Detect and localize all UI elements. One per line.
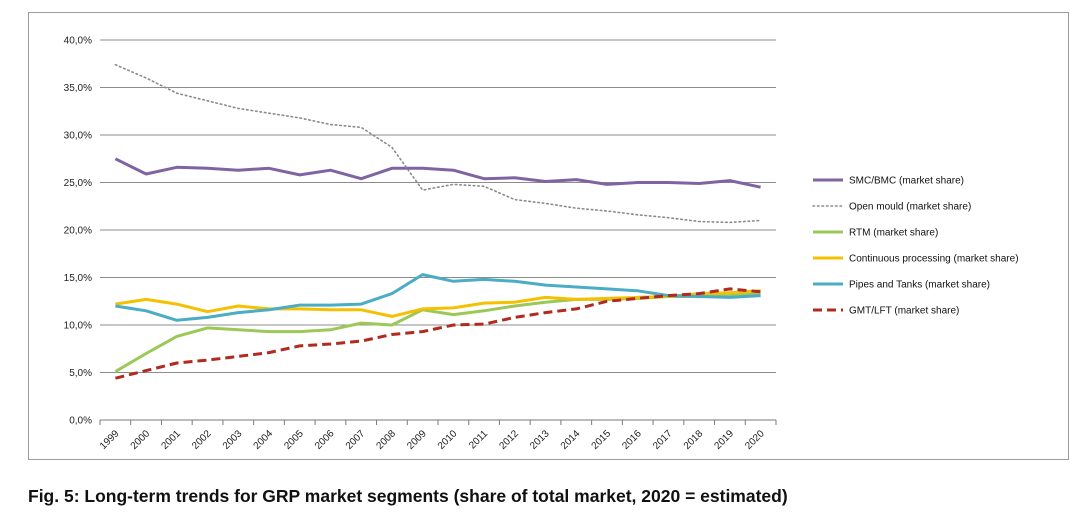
series-line-1	[114, 157, 761, 189]
x-tick-label: 2019	[713, 428, 737, 452]
chart-frame	[28, 12, 1069, 460]
x-tick-label: 2013	[528, 428, 552, 452]
x-tick-label: 2002	[190, 428, 214, 452]
legend-label: RTM (market share)	[849, 228, 938, 239]
x-tick-label: 2015	[590, 428, 614, 452]
y-tick-label: 0,0%	[69, 416, 92, 427]
x-tick-label: 2020	[743, 428, 767, 452]
series-line-6	[115, 287, 761, 380]
y-tick-label: 5,0%	[69, 368, 92, 379]
legend-label: Continuous processing (market share)	[849, 254, 1019, 265]
x-tick-label: 2012	[497, 428, 521, 452]
line-chart: 0,0% 5,0% 10,0% 15,0% 20,0% 25,0% 30,0% 35,0% 40…	[64, 36, 1019, 452]
x-tick-label: 2010	[436, 428, 460, 452]
legend-label: GMT/LFT (market share)	[849, 306, 959, 317]
x-tick-label: 2007	[344, 428, 368, 452]
x-tick-label: 2006	[313, 428, 337, 452]
x-tick-label: 2000	[129, 428, 153, 452]
x-tick-label: 2011	[467, 428, 490, 451]
x-tick-label: 2017	[651, 428, 675, 452]
x-tick-label: 2016	[620, 428, 644, 452]
y-tick-label: 20,0%	[64, 226, 92, 237]
legend-label: Pipes and Tanks (market share)	[849, 280, 990, 291]
x-tick-label: 2018	[682, 428, 706, 452]
figure-caption: Fig. 5: Long-term trends for GRP market …	[28, 486, 788, 506]
x-tick-label: 1999	[98, 428, 122, 452]
x-tick-label: 2009	[405, 428, 429, 452]
x-tick-label: 2003	[221, 428, 245, 452]
x-tick-label: 2008	[375, 428, 399, 452]
series-line-5	[115, 273, 761, 322]
y-tick-label: 15,0%	[64, 273, 92, 284]
x-tick-label: 2004	[252, 428, 276, 452]
y-tick-label: 25,0%	[64, 178, 92, 189]
y-tick-label: 40,0%	[64, 36, 92, 47]
x-tick-label: 2001	[159, 428, 183, 452]
series-line-4	[115, 289, 761, 318]
x-tick-label: 2014	[559, 428, 583, 452]
y-tick-label: 35,0%	[64, 83, 92, 94]
x-tick-label: 2005	[282, 428, 306, 452]
series-line-2	[114, 63, 762, 224]
legend-label: Open mould (market share)	[849, 202, 971, 213]
y-tick-label: 30,0%	[64, 131, 92, 142]
y-tick-label: 10,0%	[64, 321, 92, 332]
legend-label: SMC/BMC (market share)	[849, 176, 964, 187]
